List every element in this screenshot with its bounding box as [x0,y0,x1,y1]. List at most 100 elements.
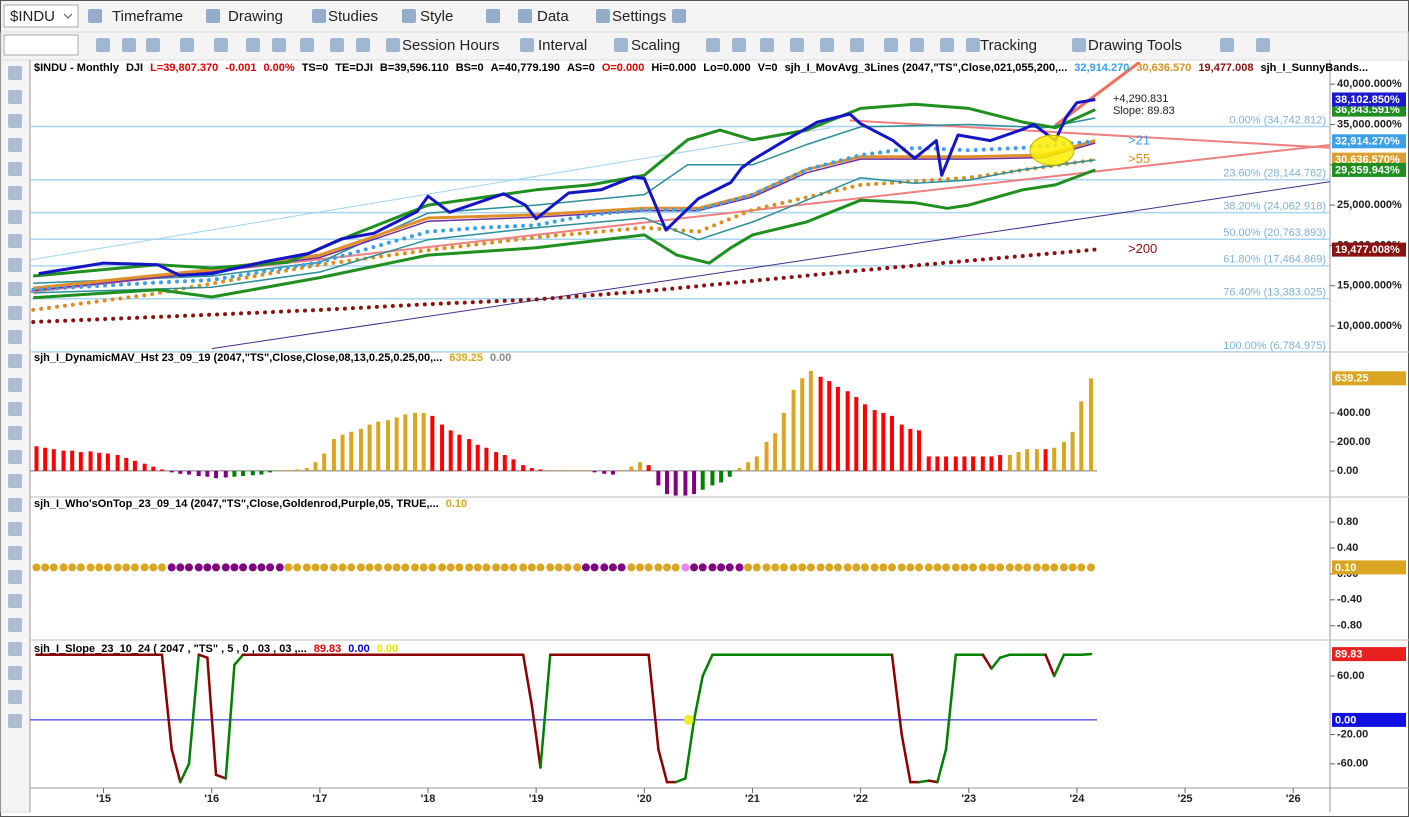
histogram-bar [88,451,93,471]
slope-segment [1079,652,1093,656]
dot [1077,563,1086,572]
histogram-bar [232,470,237,477]
menu-item[interactable]: Drawing [228,8,283,25]
value-box-label: 36,843.591% [1335,104,1400,116]
dot [428,563,437,572]
toolbar-icon [1220,38,1234,52]
fib-label: 76.40% (13,383.025) [1223,287,1326,299]
histogram-bar [1079,401,1084,471]
dot [284,563,293,572]
toolbar-row [1,1,1408,32]
histogram-bar [610,470,615,475]
histogram-bar [1016,452,1021,471]
header-part: TE=DJI [335,62,373,74]
menu-item[interactable]: Drawing Tools [1088,37,1182,54]
annotation: >55 [1128,151,1150,166]
dot [86,563,95,572]
histogram-bar [475,444,480,471]
histogram-bar [746,462,751,471]
dot [681,563,690,572]
value-box-label: 32,914.270% [1335,136,1400,148]
dot [103,563,112,572]
histogram-bar [142,463,147,471]
dot [509,563,518,572]
tool-icon [8,474,22,488]
slope-segment [927,779,939,784]
menu-item[interactable]: Data [537,8,569,25]
histogram-bar [196,470,201,476]
trendline [211,181,1330,350]
y-tick-label: -0.40 [1337,594,1362,606]
tool-icon [8,498,22,512]
histogram-bar [556,470,561,471]
tool-icon [8,282,22,296]
y-tick-label: 40,000.000% [1337,78,1402,90]
histogram-bar [241,470,246,476]
menu-item[interactable]: Session Hours [402,37,500,54]
histogram-bar [1061,441,1066,471]
histogram-bar [331,439,336,471]
dot [140,563,149,572]
dot [563,563,572,572]
toolbar-icon [1072,38,1086,52]
histogram-bar [538,469,543,471]
dot [519,563,528,572]
menu-item[interactable]: Style [420,8,453,25]
histogram-bar [646,465,651,471]
tool-icon [8,546,22,560]
toolbar-icon [596,9,610,23]
dot [68,563,77,572]
value-box-label: 19,477.008% [1335,244,1400,256]
slope-segment [692,674,704,722]
menu-item[interactable]: Settings [612,8,666,25]
histogram-bar [430,415,435,471]
y-tick-label: -0.80 [1337,620,1362,632]
tool-icon [8,666,22,680]
slope-segment [197,653,209,659]
x-tick-label: '19 [529,793,544,805]
dot [825,563,834,572]
slope-segment [981,653,993,670]
header-part: -0.001 [225,62,256,74]
input-box[interactable] [3,34,79,56]
marker [683,714,694,725]
annotation: >200 [1128,241,1157,256]
dot [401,563,410,572]
histogram-bar [376,421,381,471]
study-header: sjh_I_Who'sOnTop_23_09_14 (2047,"TS",Clo… [34,498,467,510]
menu-item[interactable]: Timeframe [112,8,183,25]
menu-item[interactable]: Tracking [980,37,1037,54]
toolbar-icon [122,38,136,52]
tool-icon [8,450,22,464]
dot [590,563,599,572]
histogram-bar [872,410,877,471]
dot [383,563,392,572]
slope-segment [224,663,236,780]
y-tick-label: 400.00 [1337,407,1371,419]
tool-icon [8,402,22,416]
histogram-bar [394,417,399,471]
header-part: 639.25 [449,352,483,364]
histogram-bar [1070,431,1075,471]
histogram-bar [105,453,110,471]
histogram-bar [502,454,507,471]
line-series [38,98,1096,277]
dot [212,563,221,572]
symbol-box[interactable] [3,4,79,28]
dot [329,563,338,572]
header-part: 0.00% [263,62,294,74]
trendline [30,127,831,261]
histogram-bar [565,470,570,471]
menu-item[interactable]: Interval [538,37,587,54]
symbol[interactable]: $INDU [10,8,55,25]
menu-item[interactable]: Scaling [631,37,680,54]
dot [392,563,401,572]
histogram-bar [727,470,732,477]
header-part: AS=0 [567,62,595,74]
header-part: O=0.000 [602,62,645,74]
dot [1014,563,1023,572]
menu-item[interactable]: Studies [328,8,378,25]
annotation: >21 [1128,133,1150,148]
